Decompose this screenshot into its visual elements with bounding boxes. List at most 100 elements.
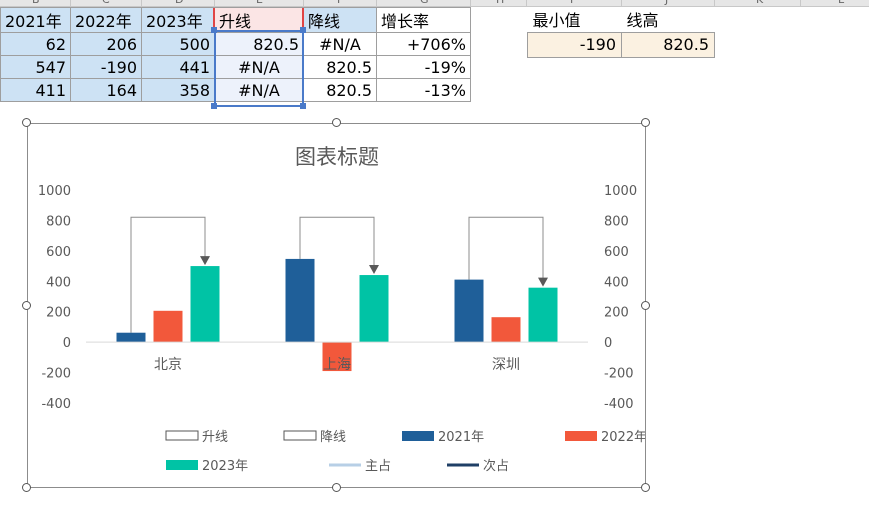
column-letter[interactable]: G [420, 0, 429, 6]
table-cell[interactable]: 164 [70, 78, 142, 102]
selection-handle[interactable] [211, 27, 217, 33]
bar-2021年-上海 [285, 258, 315, 343]
table-cell[interactable]: 820.5 [214, 32, 304, 56]
bar-2023年-北京 [190, 266, 220, 343]
selection-handle[interactable] [300, 27, 306, 33]
column-letter[interactable]: C [102, 0, 110, 6]
y2-tick-label: 600 [604, 245, 629, 260]
connector-line-北京 [130, 216, 206, 333]
column-divider [621, 0, 622, 6]
resize-handle[interactable] [22, 483, 31, 492]
y2-tick-label: 400 [604, 275, 629, 290]
column-letter[interactable]: H [496, 0, 504, 6]
y-tick-label: -400 [41, 397, 71, 412]
resize-handle[interactable] [641, 483, 650, 492]
table-cell[interactable]: -13% [376, 78, 471, 102]
connector-arrow-北京 [200, 256, 210, 266]
column-letter[interactable]: J [665, 0, 668, 6]
header-cell[interactable]: 升线 [214, 7, 304, 33]
data-table: 2021年 2022年 2023年 升线 降线 增长率 62 206 500 8… [0, 7, 471, 102]
table-cell[interactable]: +706% [376, 32, 471, 56]
table-cell[interactable]: #N/A [303, 32, 377, 56]
y2-tick-label: 800 [604, 214, 629, 229]
resize-handle[interactable] [641, 118, 650, 127]
resize-handle[interactable] [22, 301, 31, 310]
column-letter[interactable]: B [32, 0, 40, 6]
table-cell[interactable]: 820.5 [303, 78, 377, 102]
column-divider [214, 0, 215, 6]
category-label: 深圳 [492, 357, 520, 373]
selection-handle[interactable] [211, 103, 217, 109]
y-tick-label: 800 [46, 214, 71, 229]
y-tick-label: 1000 [38, 184, 71, 199]
legend-label: 降线 [320, 430, 346, 445]
column-letter[interactable]: F [337, 0, 343, 6]
y-tick-label: 600 [46, 245, 71, 260]
helper-header[interactable]: 线高 [626, 11, 659, 31]
bar-2022年-上海 [322, 342, 352, 372]
legend-swatch-2022年 [565, 431, 597, 441]
column-divider [303, 0, 304, 6]
header-cell[interactable]: 降线 [303, 7, 377, 33]
table-cell[interactable]: -190 [70, 55, 142, 79]
column-letter[interactable]: K [756, 0, 763, 6]
table-cell[interactable]: #N/A [214, 55, 304, 79]
connector-arrow-深圳 [538, 277, 548, 287]
resize-handle[interactable] [22, 118, 31, 127]
y2-tick-label: 200 [604, 306, 629, 321]
column-letter[interactable]: E [256, 0, 263, 6]
column-letter[interactable]: L [838, 0, 844, 6]
table-cell[interactable]: 358 [141, 78, 215, 102]
table-cell[interactable]: 206 [70, 32, 142, 56]
header-cell[interactable]: 2021年 [0, 7, 71, 33]
helper-header[interactable]: 最小值 [532, 11, 581, 31]
header-row: 2021年 2022年 2023年 升线 降线 增长率 [0, 7, 471, 33]
legend-swatch-降线 [283, 430, 317, 441]
table-cell[interactable]: 411 [0, 78, 71, 102]
helper-value[interactable]: -190 [527, 31, 622, 58]
legend-label: 主占 [365, 459, 391, 474]
chart-title[interactable]: 图表标题 [295, 145, 379, 169]
bar-2023年-上海 [359, 275, 389, 343]
table-row: 411 164 358 #N/A 820.5 -13% [0, 78, 471, 102]
column-divider [800, 0, 801, 6]
y-tick-label: 200 [46, 306, 71, 321]
connector-arrow-上海 [369, 265, 379, 275]
table-cell[interactable]: 441 [141, 55, 215, 79]
y2-tick-label: -400 [604, 397, 634, 412]
resize-handle[interactable] [641, 301, 650, 310]
column-divider [470, 0, 471, 6]
table-row: 547 -190 441 #N/A 820.5 -19% [0, 55, 471, 79]
header-cell[interactable]: 2022年 [70, 7, 142, 33]
column-letter[interactable]: D [175, 0, 183, 6]
connector-line-上海 [299, 216, 375, 268]
header-cell[interactable]: 2023年 [141, 7, 215, 33]
legend-label: 2023年 [202, 459, 248, 474]
bar-2022年-深圳 [491, 317, 521, 343]
table-cell[interactable]: 500 [141, 32, 215, 56]
bar-2021年-深圳 [454, 279, 484, 343]
helper-value[interactable]: 820.5 [621, 31, 715, 58]
resize-handle[interactable] [332, 118, 341, 127]
bar-2022年-北京 [153, 310, 183, 343]
table-cell[interactable]: 820.5 [303, 55, 377, 79]
legend-label: 次占 [483, 458, 509, 474]
column-divider [526, 0, 527, 6]
category-label: 上海 [323, 357, 351, 373]
chart-area[interactable]: 图表标题 北京 上海 深圳 1000 800 600 400 200 0 -200 -400 100… [27, 123, 647, 488]
y-tick-label: -200 [41, 367, 71, 382]
legend-swatch-升线 [165, 430, 199, 441]
table-cell[interactable]: #N/A [214, 78, 304, 102]
legend-label: 2022年 [601, 430, 645, 445]
table-cell[interactable]: -19% [376, 55, 471, 79]
column-letter[interactable]: I [570, 0, 573, 6]
resize-handle[interactable] [332, 483, 341, 492]
legend-label: 升线 [202, 430, 228, 445]
table-cell[interactable]: 62 [0, 32, 71, 56]
selection-handle[interactable] [300, 103, 306, 109]
table-cell[interactable]: 547 [0, 55, 71, 79]
helper-table: 最小值 线高 -190 820.5 [527, 7, 715, 58]
header-cell[interactable]: 增长率 [376, 7, 471, 33]
category-label: 北京 [154, 357, 182, 373]
connector-line-深圳 [468, 216, 544, 280]
